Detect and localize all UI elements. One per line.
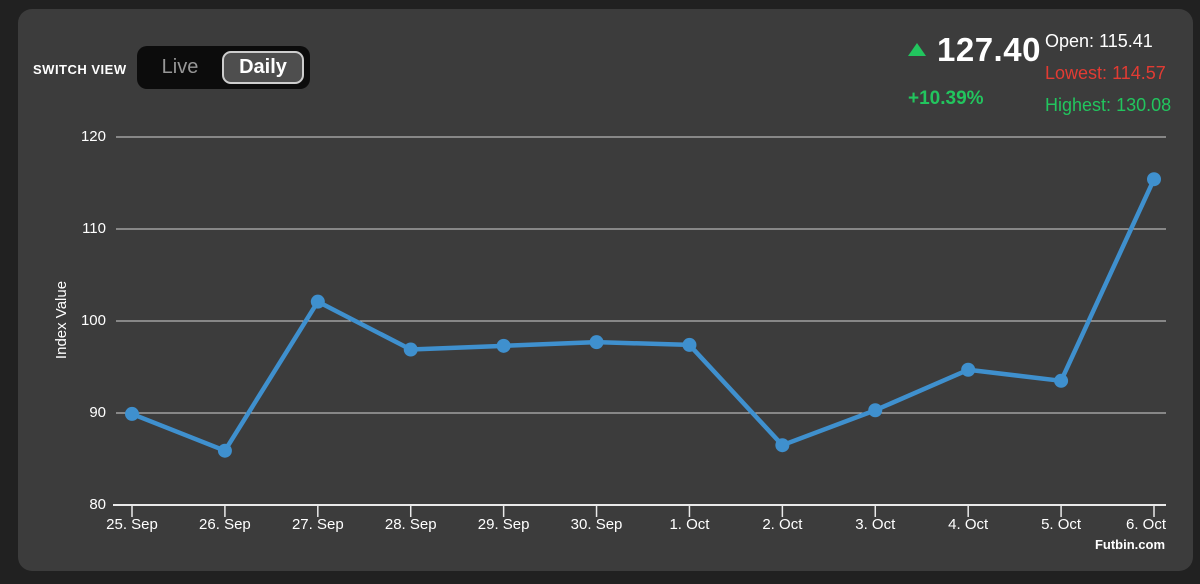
chart-card (18, 9, 1193, 571)
index-line-series (129, 176, 1157, 453)
up-arrow-icon (908, 43, 926, 56)
futbin-credit: Futbin.com (1094, 537, 1165, 552)
lowest-stat-label: Lowest: (1045, 63, 1108, 83)
live-tab[interactable]: Live (161, 56, 199, 78)
data-point[interactable] (403, 342, 418, 357)
highest-stat: Highest: 130.08 (1045, 89, 1171, 121)
data-point[interactable] (589, 335, 604, 350)
highest-stat-label: Highest: (1045, 95, 1112, 115)
index-current-value: 127.40 (937, 31, 1041, 68)
stats-panel: Open: 115.41 Lowest: 114.57 Highest: 130… (1045, 25, 1171, 121)
data-point[interactable] (961, 362, 976, 377)
view-toggle[interactable]: Live Daily (137, 46, 310, 89)
open-stat: Open: 115.41 (1045, 25, 1171, 57)
data-point[interactable] (868, 403, 883, 418)
index-change-percent: +10.39% (908, 88, 984, 109)
data-point[interactable] (1147, 172, 1161, 187)
data-point[interactable] (775, 438, 790, 453)
switch-view-label: SWITCH VIEW (33, 62, 127, 77)
data-point[interactable] (682, 337, 697, 352)
data-point[interactable] (310, 294, 325, 309)
open-stat-value: 115.41 (1099, 31, 1153, 51)
daily-tab[interactable]: Daily (222, 51, 304, 84)
open-stat-label: Open: (1045, 31, 1095, 51)
data-point[interactable] (217, 443, 232, 458)
data-point[interactable] (496, 338, 511, 353)
lowest-stat-value: 114.57 (1112, 63, 1166, 83)
lowest-stat: Lowest: 114.57 (1045, 57, 1171, 89)
data-point[interactable] (125, 406, 139, 421)
data-point[interactable] (1054, 373, 1069, 388)
highest-stat-value: 130.08 (1116, 95, 1172, 115)
